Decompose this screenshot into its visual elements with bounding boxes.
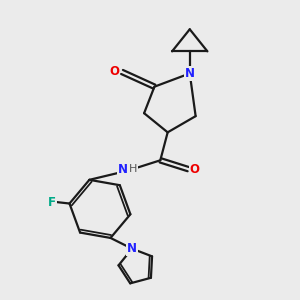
Text: F: F bbox=[48, 196, 56, 208]
Text: N: N bbox=[185, 67, 195, 80]
Text: H: H bbox=[129, 164, 137, 174]
Text: O: O bbox=[109, 65, 119, 79]
Text: N: N bbox=[118, 163, 128, 176]
Text: O: O bbox=[190, 163, 200, 176]
Text: N: N bbox=[127, 242, 137, 255]
